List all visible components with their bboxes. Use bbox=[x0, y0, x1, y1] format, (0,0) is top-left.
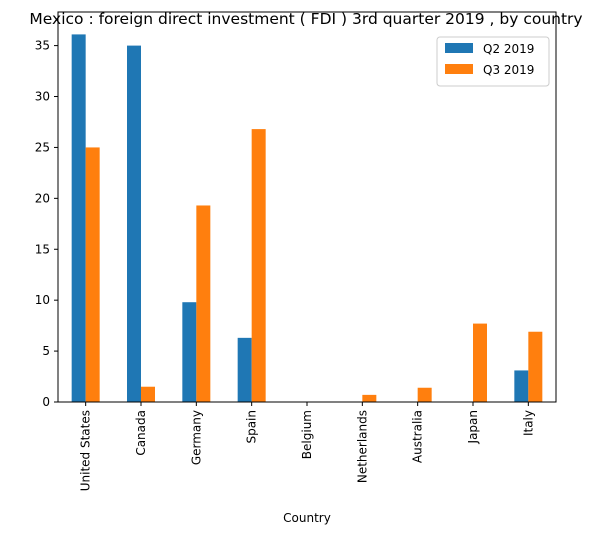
legend-swatch bbox=[445, 43, 473, 53]
x-axis-label: Country bbox=[283, 511, 331, 525]
y-tick-label: 0 bbox=[42, 395, 50, 409]
bar-q2-germany bbox=[182, 302, 196, 402]
y-tick-label: 25 bbox=[35, 140, 50, 154]
x-axis: United States Canada Germany Spain Belgium Ne… bbox=[79, 402, 536, 491]
legend-swatch bbox=[445, 64, 473, 74]
y-tick-label: 35 bbox=[35, 39, 50, 53]
x-tick-label: Spain bbox=[245, 410, 259, 444]
bar-q3-netherlands bbox=[362, 395, 376, 402]
legend-label: Q2 2019 bbox=[483, 42, 534, 56]
x-tick-label: Italy bbox=[521, 410, 535, 436]
x-tick-label: Belgium bbox=[300, 410, 314, 459]
x-tick-label: Australia bbox=[411, 410, 425, 463]
bar-q3-united-states bbox=[86, 147, 100, 402]
bar-q3-spain bbox=[252, 129, 266, 402]
legend-label: Q3 2019 bbox=[483, 63, 534, 77]
y-tick-label: 5 bbox=[42, 344, 50, 358]
bar-q3-canada bbox=[141, 387, 155, 402]
bar-q3-japan bbox=[473, 324, 487, 402]
bar-q2-united-states bbox=[72, 34, 86, 402]
bars-layer bbox=[72, 34, 543, 402]
y-tick-label: 15 bbox=[35, 242, 50, 256]
x-tick-label: Canada bbox=[134, 410, 148, 456]
bar-q2-spain bbox=[238, 338, 252, 402]
x-tick-label: Germany bbox=[189, 410, 203, 465]
y-tick-label: 10 bbox=[35, 293, 50, 307]
bar-q2-italy bbox=[514, 370, 528, 402]
x-tick-label: Netherlands bbox=[355, 410, 369, 483]
y-axis: 0 5 10 15 20 25 30 35 bbox=[35, 39, 58, 409]
bar-q3-germany bbox=[196, 205, 210, 402]
y-tick-label: 20 bbox=[35, 191, 50, 205]
x-tick-label: Japan bbox=[466, 410, 480, 444]
bar-q3-italy bbox=[528, 332, 542, 402]
chart-title: Mexico : foreign direct investment ( FDI… bbox=[29, 10, 582, 28]
bar-q2-canada bbox=[127, 46, 141, 402]
legend: Q2 2019 Q3 2019 bbox=[437, 37, 549, 86]
y-tick-label: 30 bbox=[35, 90, 50, 104]
x-tick-label: United States bbox=[79, 410, 93, 491]
bar-q3-australia bbox=[418, 388, 432, 402]
